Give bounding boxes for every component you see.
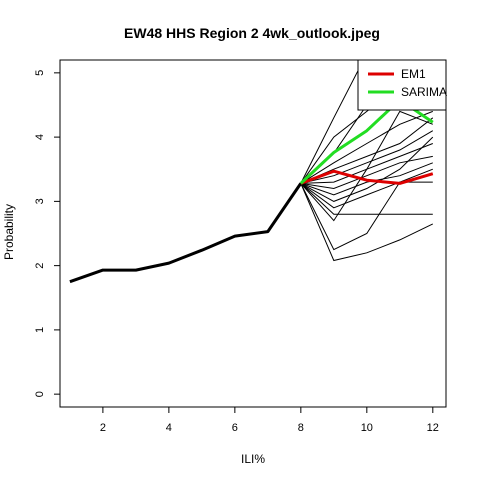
legend-box [357, 59, 447, 111]
y-tick-label: 5 [34, 70, 46, 76]
data-layer [69, 60, 434, 284]
chart-title: EW48 HHS Region 2 4wk_outlook.jpeg [124, 25, 380, 41]
y-tick-label: 0 [34, 391, 46, 397]
x-axis-label: ILI% [241, 452, 265, 466]
y-tick-label: 1 [34, 327, 46, 333]
ensemble-line-5 [300, 130, 434, 184]
legend-label-sarima: SARIMA [401, 85, 447, 99]
y-axis-label: Probability [2, 204, 16, 260]
ensemble-line-14 [300, 136, 434, 202]
x-tick-label: 12 [427, 422, 439, 434]
ensemble-line-2 [300, 60, 365, 184]
ensemble-line-10 [300, 181, 433, 209]
legend: EM1 SARIMA [357, 59, 447, 111]
ensemble-line-4 [300, 110, 433, 184]
legend-label-em1: EM1 [401, 67, 426, 81]
x-tick-label: 2 [100, 422, 106, 434]
ensemble-line-13 [300, 183, 434, 262]
ensemble-line-8 [300, 162, 433, 196]
x-tick-label: 4 [166, 422, 172, 434]
y-tick-label: 4 [34, 134, 46, 140]
ensemble-line-9 [300, 183, 433, 215]
plot-frame [59, 59, 447, 408]
history-line [69, 182, 303, 284]
series-line-em1 [300, 169, 434, 185]
y-tick-label: 2 [34, 263, 46, 269]
y-tick-label: 3 [34, 198, 46, 204]
x-tick-label: 8 [298, 422, 304, 434]
x-tick-label: 10 [361, 422, 373, 434]
ensemble-line-11 [300, 110, 433, 222]
ensemble-line-7 [300, 155, 433, 190]
ensemble-line-12 [300, 168, 433, 251]
x-tick-label: 6 [232, 422, 238, 434]
